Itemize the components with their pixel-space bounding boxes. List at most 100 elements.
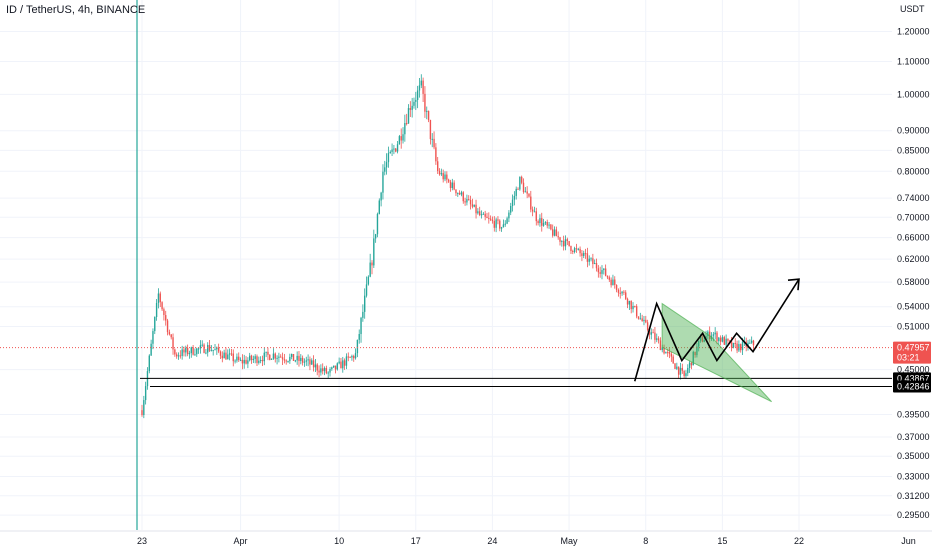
candle [641, 314, 643, 322]
x-tick-label: Apr [234, 536, 248, 546]
candle [550, 223, 552, 231]
candle [575, 243, 578, 253]
price-axis[interactable]: USDT 1.20000 1.10000 1.00000 0.90000 0.85000 0… [892, 0, 932, 550]
candle [676, 362, 678, 371]
candle [152, 328, 154, 350]
candle [347, 352, 349, 362]
time-axis[interactable]: 23Apr101724May81522Jun1219 [0, 530, 932, 546]
candle [287, 360, 289, 363]
candle [510, 202, 512, 216]
level-price-tag-lower: 0.42846 [893, 380, 931, 393]
candle [278, 352, 280, 363]
x-tick-label: 17 [411, 536, 421, 546]
candle [296, 351, 298, 365]
x-tick-label: 22 [794, 536, 804, 546]
candle [615, 284, 618, 293]
candle [281, 352, 284, 365]
candle [369, 253, 371, 278]
candle [175, 352, 178, 359]
candle [217, 343, 220, 354]
candle [603, 268, 605, 275]
candle [491, 216, 494, 224]
candle [165, 310, 167, 326]
y-tick-label: 0.62000 [897, 254, 930, 264]
candle [382, 164, 384, 200]
candle [395, 147, 397, 153]
candle [358, 329, 360, 344]
y-tick-label: 0.70000 [897, 212, 930, 222]
svg-text:03:21: 03:21 [897, 353, 920, 363]
candle [475, 199, 477, 219]
candle [331, 366, 333, 371]
candle [196, 347, 198, 357]
candle [656, 333, 658, 343]
candle [247, 357, 249, 369]
candle [343, 358, 346, 370]
candle [223, 349, 225, 359]
candle [172, 333, 174, 355]
candle [561, 240, 563, 247]
candle [363, 288, 366, 319]
candle [670, 351, 673, 362]
candle [478, 206, 481, 217]
candle [210, 345, 213, 352]
candle [455, 189, 457, 196]
candle [431, 133, 433, 148]
candle [426, 106, 428, 120]
falling-wedge-zone[interactable] [661, 302, 772, 403]
candle [199, 340, 202, 354]
candle [300, 354, 302, 365]
candle [314, 359, 317, 372]
candle [424, 86, 426, 118]
candle [617, 288, 620, 297]
candle [657, 336, 660, 344]
candle [541, 212, 543, 232]
candle [725, 334, 727, 349]
candle [256, 354, 258, 367]
candle [274, 352, 276, 363]
candle [174, 348, 176, 357]
y-tick-label: 0.54000 [897, 302, 930, 312]
candle [393, 145, 395, 155]
candle [519, 176, 521, 191]
candle [471, 198, 474, 209]
candle [420, 74, 422, 89]
candle [378, 198, 380, 215]
candle [380, 191, 382, 207]
candle [539, 214, 541, 227]
candle [623, 290, 625, 295]
candle [520, 175, 523, 185]
candle [530, 190, 532, 213]
candle [506, 216, 508, 225]
candle [679, 362, 682, 380]
candle [621, 290, 623, 296]
candle [652, 329, 654, 334]
candle [170, 334, 172, 340]
symbol-title: ID / TetherUS, 4h, BINANCE [6, 4, 146, 16]
candle [650, 328, 652, 340]
y-tick-label: 1.20000 [897, 27, 930, 37]
candle [736, 340, 738, 354]
candle [342, 356, 344, 373]
candle [413, 97, 415, 109]
candle [484, 210, 486, 221]
candle [626, 297, 629, 309]
candle [590, 257, 592, 262]
candle [727, 338, 729, 345]
candle [402, 127, 404, 144]
candle [245, 356, 247, 365]
candle [154, 316, 156, 335]
candle [597, 265, 600, 278]
candle [734, 338, 736, 348]
candle [499, 219, 501, 232]
candle [252, 355, 255, 363]
candle [203, 343, 205, 354]
candle [185, 345, 187, 357]
candle [398, 134, 401, 145]
projection-path[interactable] [633, 278, 800, 382]
candle [480, 210, 483, 219]
candle [570, 245, 572, 254]
candle [360, 316, 362, 343]
